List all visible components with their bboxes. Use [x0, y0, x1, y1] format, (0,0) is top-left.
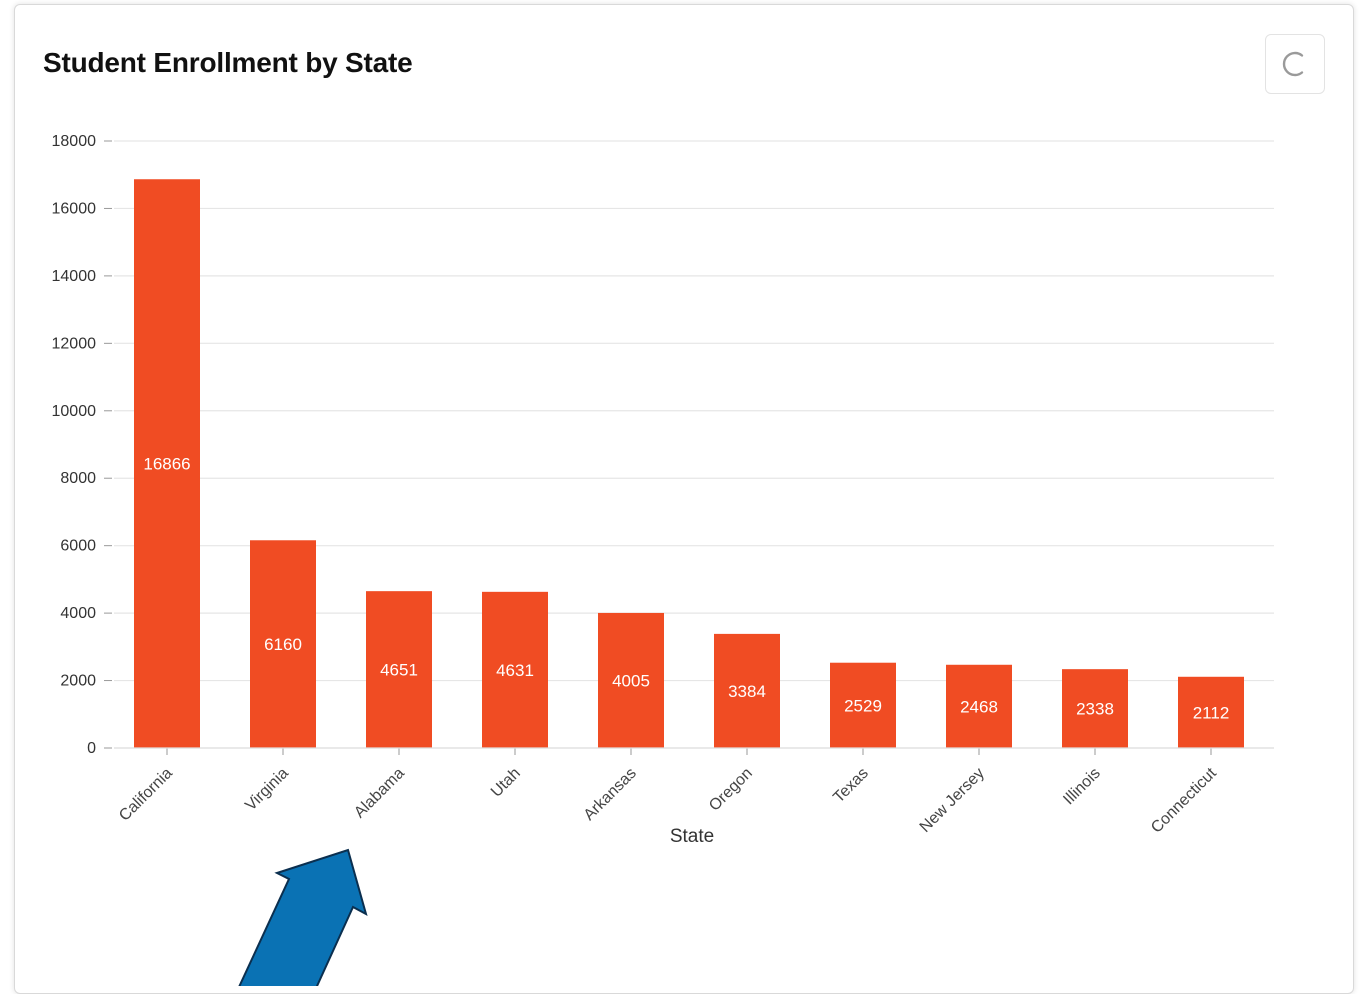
- x-tick-label: Arkansas: [581, 765, 640, 824]
- x-axis-title: State: [670, 826, 714, 847]
- bar-value-label: 3384: [728, 682, 766, 701]
- y-tick-label: 2000: [60, 673, 96, 690]
- bar: [1062, 669, 1128, 748]
- y-tick-label: 14000: [52, 268, 97, 285]
- x-tick-label: California: [116, 765, 176, 825]
- x-tick-label: Illinois: [1060, 765, 1103, 808]
- bar: [830, 662, 896, 748]
- x-tick-label: Connecticut: [1148, 764, 1220, 836]
- y-tick-label: 16000: [52, 200, 97, 217]
- y-tick-label: 8000: [60, 470, 96, 487]
- bar-value-label: 6160: [264, 635, 302, 654]
- y-tick-label: 18000: [52, 133, 97, 150]
- bar: [714, 633, 780, 748]
- bar: [250, 540, 316, 748]
- x-tick-label: Oregon: [706, 765, 756, 815]
- x-tick-label: New Jersey: [917, 765, 988, 836]
- bar: [946, 664, 1012, 748]
- bar: [134, 179, 200, 749]
- bar-value-label: 16866: [143, 455, 190, 474]
- bar-value-label: 2529: [844, 696, 882, 715]
- chart-title: Student Enrollment by State: [43, 47, 413, 78]
- bar: [598, 612, 664, 748]
- x-tick-label: Virginia: [242, 765, 292, 815]
- bar: [366, 591, 432, 748]
- y-tick-label: 0: [87, 740, 96, 757]
- y-tick-label: 10000: [52, 403, 97, 420]
- x-tick-label: Utah: [488, 765, 524, 801]
- bar-value-label: 2338: [1076, 700, 1114, 719]
- bar-value-label: 2468: [960, 697, 998, 716]
- x-tick-label: Alabama: [351, 765, 408, 822]
- bar-value-label: 4005: [612, 671, 650, 690]
- bar-value-label: 2112: [1193, 703, 1230, 722]
- y-tick-label: 6000: [60, 538, 96, 555]
- pointer-arrow-icon: [238, 848, 368, 986]
- bar-value-label: 4651: [380, 661, 418, 680]
- y-tick-label: 4000: [60, 605, 96, 622]
- refresh-button[interactable]: [1265, 34, 1325, 94]
- bar-value-label: 4631: [496, 661, 534, 680]
- bar: [1178, 676, 1244, 748]
- bar: [482, 591, 548, 748]
- y-tick-label: 12000: [52, 335, 97, 352]
- x-tick-label: Texas: [830, 765, 872, 807]
- chart-card: Student Enrollment by State: [14, 4, 1354, 994]
- refresh-spinner-icon: [1282, 51, 1304, 77]
